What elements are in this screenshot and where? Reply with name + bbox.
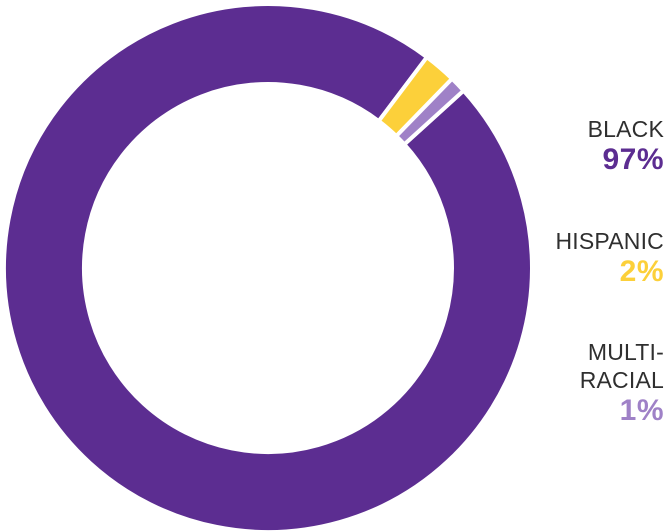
legend-label-multiracial: MULTI- RACIAL — [579, 339, 664, 393]
legend-item-multiracial: MULTI- RACIAL 1% — [580, 338, 664, 428]
legend-item-black: BLACK 97% — [588, 115, 664, 177]
legend-value-hispanic: 2% — [619, 255, 664, 288]
legend-value-multiracial: 1% — [619, 394, 664, 427]
legend-value-black: 97% — [602, 143, 664, 176]
legend-label-hispanic: HISPANIC — [555, 228, 664, 254]
slice-multiracial — [394, 76, 466, 147]
legend-item-hispanic: HISPANIC 2% — [555, 227, 664, 289]
chart-legend: BLACK 97% HISPANIC 2% MULTI- RACIAL 1% — [484, 0, 664, 532]
slice-black — [2, 2, 534, 532]
legend-label-black: BLACK — [587, 116, 664, 142]
